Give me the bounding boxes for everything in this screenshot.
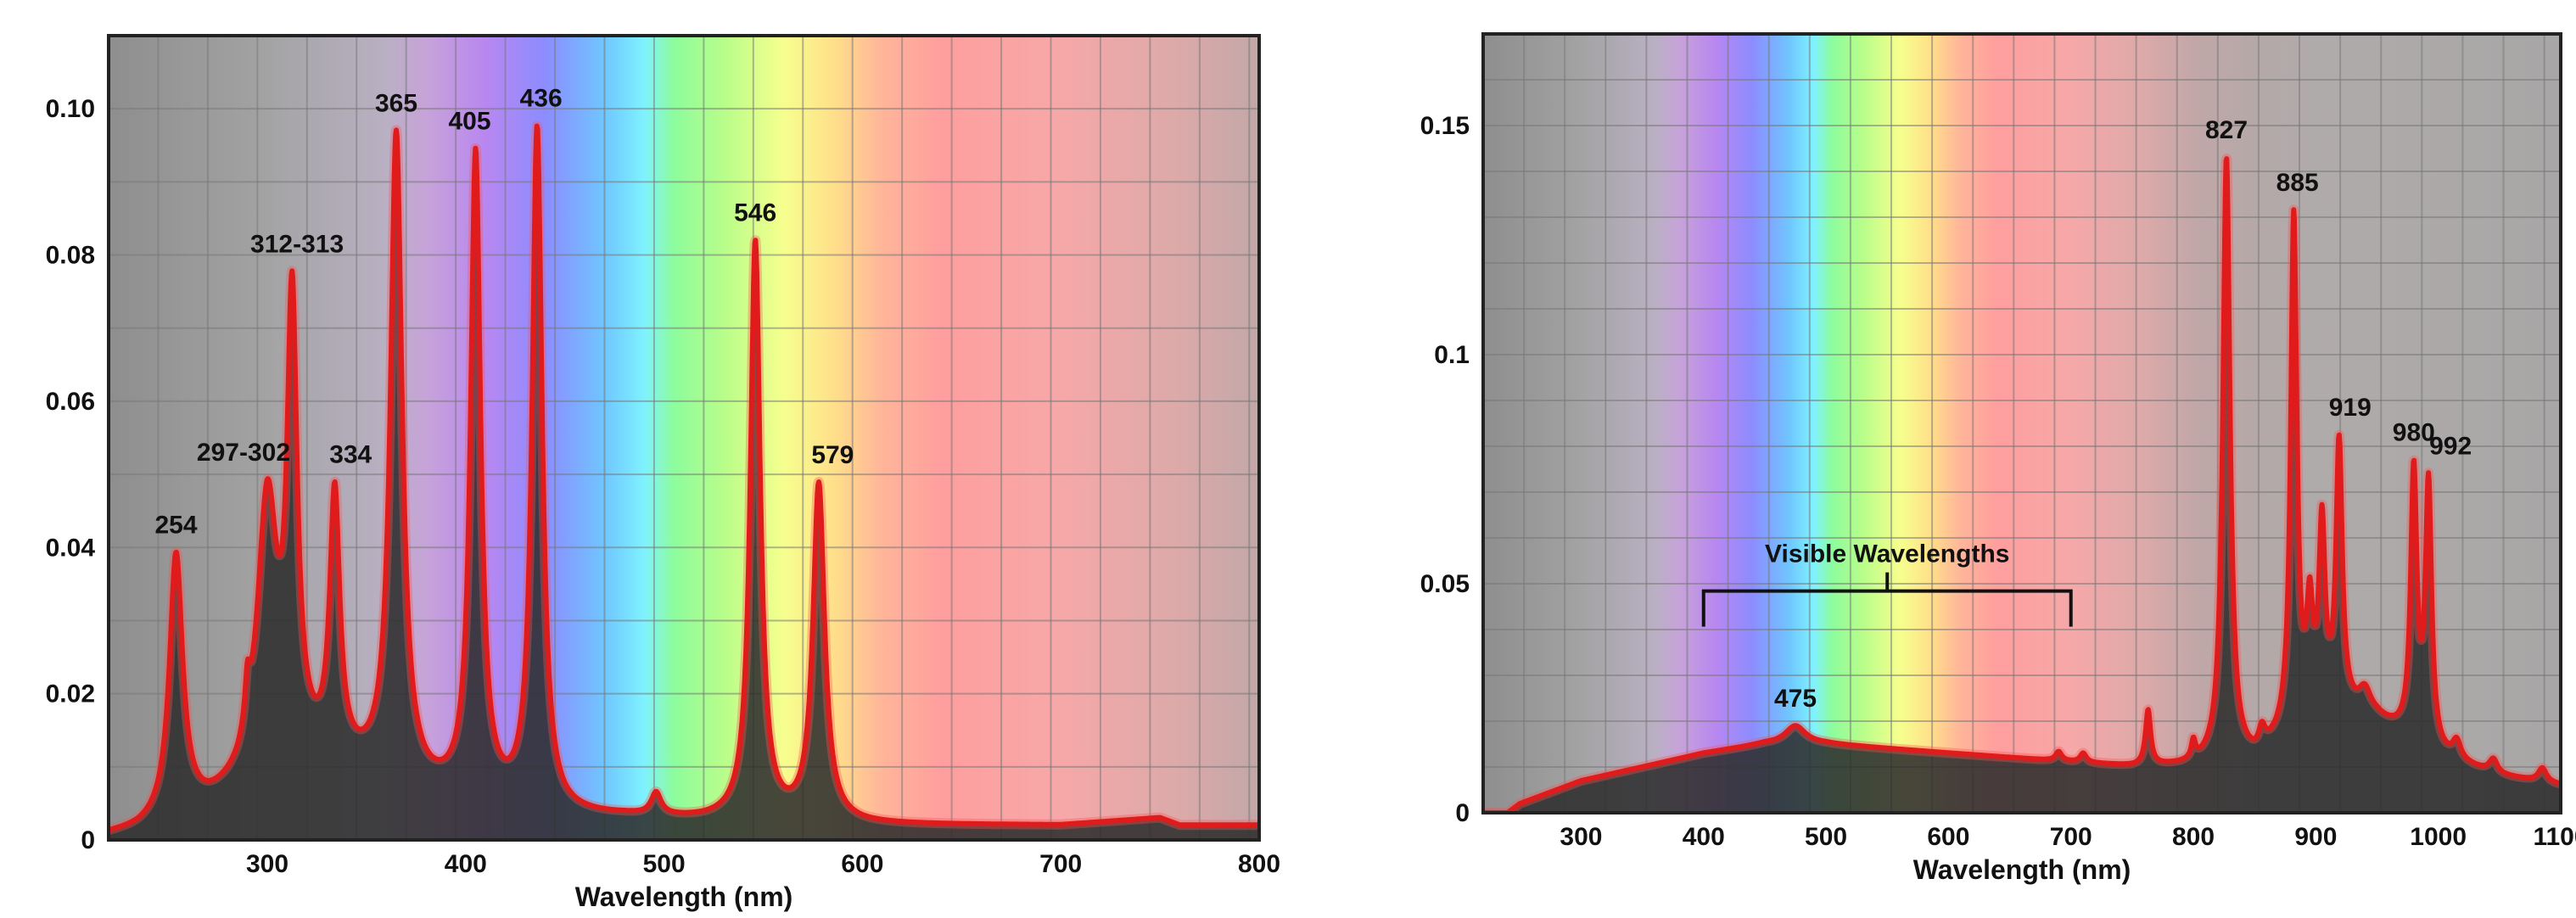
peak-label: 980 bbox=[2393, 418, 2435, 446]
peak-labels: 254 297-302 312-313 334 365 405 436 546 579 bbox=[154, 85, 854, 540]
peak-label: 579 bbox=[811, 441, 854, 469]
peak-label: 827 bbox=[2205, 116, 2248, 144]
peak-label: 254 bbox=[154, 512, 197, 540]
peak-label: 334 bbox=[329, 441, 372, 469]
chart-right-xenon-spectrum: 0 0.05 0.1 0.15 300 400 500 600 700 800 900 1000 11… bbox=[1420, 32, 2576, 885]
x-tick-label: 600 bbox=[1927, 823, 1969, 851]
y-tick-label: 0 bbox=[1455, 799, 1470, 827]
peak-label: 312-313 bbox=[250, 230, 344, 258]
x-tick-label: 600 bbox=[841, 850, 883, 878]
spectrum-fill bbox=[109, 126, 1259, 840]
chart-left-mercury-spectrum: 0 0.02 0.04 0.06 0.08 0.10 300 400 500 600 700 800… bbox=[46, 34, 1280, 912]
peak-label: 475 bbox=[1774, 685, 1817, 713]
x-tick-label: 300 bbox=[1560, 823, 1602, 851]
x-tick-label: 700 bbox=[2050, 823, 2092, 851]
y-tick-label: 0.05 bbox=[1420, 570, 1470, 598]
x-tick-label: 700 bbox=[1039, 850, 1082, 878]
plot-frame bbox=[107, 34, 1261, 842]
y-tick-label: 0.08 bbox=[46, 242, 95, 270]
x-tick-label: 800 bbox=[2172, 823, 2215, 851]
peak-label: 885 bbox=[2276, 169, 2319, 197]
x-tick-label: 500 bbox=[643, 850, 686, 878]
x-tick-label: 800 bbox=[1238, 850, 1280, 878]
x-tick-label: 400 bbox=[445, 850, 487, 878]
x-tick-labels: 300 400 500 600 700 800 bbox=[246, 850, 1280, 878]
x-tick-labels: 300 400 500 600 700 800 900 1000 1100 bbox=[1560, 823, 2576, 851]
x-axis-title: Wavelength (nm) bbox=[1913, 854, 2131, 885]
y-tick-label: 0.06 bbox=[46, 388, 95, 416]
spectrum-line bbox=[1483, 156, 2561, 813]
peak-label: 365 bbox=[375, 89, 417, 117]
y-tick-labels: 0 0.05 0.1 0.15 bbox=[1420, 112, 1470, 827]
peak-label: 546 bbox=[734, 199, 776, 227]
y-tick-label: 0 bbox=[81, 826, 95, 854]
x-tick-label: 300 bbox=[246, 850, 288, 878]
spectrum-fill bbox=[1483, 159, 2561, 813]
y-tick-label: 0.02 bbox=[46, 680, 95, 708]
y-tick-label: 0.10 bbox=[46, 95, 95, 123]
peak-label: 992 bbox=[2429, 432, 2472, 460]
peak-label: 297-302 bbox=[197, 439, 290, 467]
x-tick-label: 1000 bbox=[2410, 823, 2467, 851]
x-tick-label: 900 bbox=[2294, 823, 2337, 851]
peak-label: 919 bbox=[2329, 394, 2372, 422]
peak-label: 405 bbox=[448, 108, 490, 136]
x-tick-label: 400 bbox=[1683, 823, 1725, 851]
plot-frame bbox=[1481, 32, 2562, 814]
y-tick-labels: 0 0.02 0.04 0.06 0.08 0.10 bbox=[46, 95, 96, 854]
peak-label: 436 bbox=[520, 85, 563, 113]
bracket bbox=[1701, 572, 2073, 627]
x-tick-label: 1100 bbox=[2533, 823, 2576, 851]
annotation-label: Visible Wavelengths bbox=[1765, 540, 2009, 568]
y-tick-label: 0.04 bbox=[46, 534, 96, 562]
visible-wavelengths-annotation: Visible Wavelengths bbox=[1701, 540, 2073, 627]
y-tick-label: 0.15 bbox=[1420, 112, 1470, 140]
y-tick-label: 0.1 bbox=[1434, 341, 1470, 369]
spectrum-line bbox=[109, 123, 1259, 832]
x-tick-label: 500 bbox=[1805, 823, 1847, 851]
x-axis-title: Wavelength (nm) bbox=[575, 882, 793, 912]
